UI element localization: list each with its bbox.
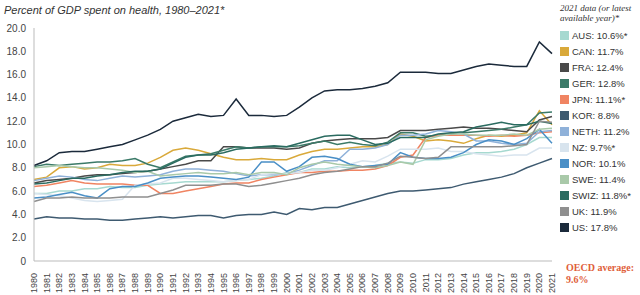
svg-text:2015: 2015: [471, 273, 481, 293]
html-text:Percent of GDP spent on health: Percent of GDP spent on health, 1980–202…: [4, 4, 225, 16]
html-text:OECD average: 9.6%: OECD average: 9.6%: [566, 262, 634, 285]
svg-text:2013: 2013: [446, 273, 456, 293]
svg-text:10.0: 10.0: [8, 139, 26, 150]
svg-text:2003: 2003: [320, 273, 330, 293]
html-text:NZ: 9.7%*: NZ: 9.7%*: [572, 141, 616, 153]
svg-text:1993: 1993: [193, 273, 203, 293]
svg-text:2021: 2021: [547, 273, 557, 293]
svg-text:14.0: 14.0: [8, 92, 26, 103]
svg-text:2002: 2002: [307, 273, 317, 293]
svg-text:2004: 2004: [332, 273, 342, 293]
svg-text:8.0: 8.0: [12, 162, 26, 173]
html-text:UK: 11.9%: UK: 11.9%: [572, 205, 617, 217]
svg-text:1988: 1988: [130, 273, 140, 293]
svg-text:1981: 1981: [42, 273, 52, 293]
svg-text:2006: 2006: [357, 273, 367, 293]
svg-text:1998: 1998: [256, 273, 266, 293]
html-text:JPN: 11.1%*: JPN: 11.1%*: [572, 93, 626, 105]
svg-text:4.0: 4.0: [12, 209, 26, 220]
html-text:GER: 12.8%: GER: 12.8%: [572, 77, 625, 89]
svg-text:1986: 1986: [105, 273, 115, 293]
html-text:FRA: 12.4%: FRA: 12.4%: [572, 61, 624, 73]
html-text:SWE: 11.4%: SWE: 11.4%: [572, 173, 626, 185]
svg-text:2010: 2010: [408, 273, 418, 293]
svg-text:2018: 2018: [509, 273, 519, 293]
html-text:AUS: 10.6%*: AUS: 10.6%*: [572, 29, 628, 41]
svg-text:6.0: 6.0: [12, 186, 26, 197]
svg-text:2019: 2019: [522, 273, 532, 293]
svg-text:2007: 2007: [370, 273, 380, 293]
html-text:NOR: 10.1%: NOR: 10.1%: [572, 157, 626, 169]
html-text:KOR: 8.8%: KOR: 8.8%: [572, 109, 620, 121]
svg-text:1990: 1990: [155, 273, 165, 293]
svg-text:20.0: 20.0: [8, 23, 26, 34]
svg-text:1996: 1996: [231, 273, 241, 293]
html-text:NETH: 11.2%: NETH: 11.2%: [572, 125, 630, 137]
svg-text:2008: 2008: [383, 273, 393, 293]
html-text:SWIZ: 11.8%*: SWIZ: 11.8%*: [572, 189, 631, 201]
svg-text:1980: 1980: [29, 273, 39, 293]
svg-text:2020: 2020: [534, 273, 544, 293]
svg-text:1987: 1987: [117, 273, 127, 293]
svg-text:1997: 1997: [244, 273, 254, 293]
svg-text:2017: 2017: [496, 273, 506, 293]
svg-text:12.0: 12.0: [8, 116, 26, 127]
svg-text:2009: 2009: [395, 273, 405, 293]
svg-text:1982: 1982: [54, 273, 64, 293]
svg-text:1995: 1995: [219, 273, 229, 293]
svg-text:1991: 1991: [168, 273, 178, 293]
svg-text:1989: 1989: [143, 273, 153, 293]
svg-text:2000: 2000: [282, 273, 292, 293]
svg-text:1985: 1985: [92, 273, 102, 293]
svg-text:18.0: 18.0: [8, 46, 26, 57]
svg-text:1984: 1984: [80, 273, 90, 293]
svg-text:2011: 2011: [421, 273, 431, 292]
svg-text:1994: 1994: [206, 273, 216, 293]
svg-text:2.0: 2.0: [12, 232, 26, 243]
svg-text:1992: 1992: [181, 273, 191, 293]
svg-text:2016: 2016: [484, 273, 494, 293]
html-text:US: 17.8%: US: 17.8%: [572, 221, 618, 233]
svg-text:0: 0: [20, 256, 26, 267]
html-text:CAN: 11.7%: CAN: 11.7%: [572, 45, 624, 57]
svg-text:2012: 2012: [433, 273, 443, 293]
svg-text:2014: 2014: [459, 273, 469, 293]
svg-text:2005: 2005: [345, 273, 355, 293]
svg-text:1983: 1983: [67, 273, 77, 293]
svg-text:1999: 1999: [269, 273, 279, 293]
svg-text:16.0: 16.0: [8, 69, 26, 80]
svg-text:2001: 2001: [294, 273, 304, 293]
html-text:2021 data (or latest available: 2021 data (or latest available year)*: [560, 3, 632, 23]
